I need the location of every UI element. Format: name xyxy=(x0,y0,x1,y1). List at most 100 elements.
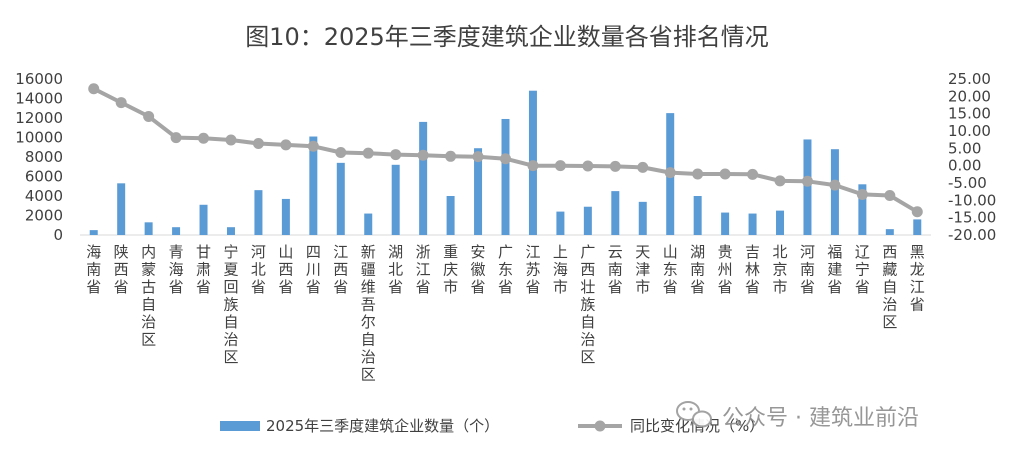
x-tick-label: 山西省 xyxy=(278,243,293,296)
line-point xyxy=(335,146,347,158)
line-point xyxy=(554,160,566,172)
bar xyxy=(885,229,894,235)
left-axis-tick-label: 14000 xyxy=(15,90,63,108)
x-tick-label: 新疆维吾尔自治区 xyxy=(361,243,376,384)
bar xyxy=(803,139,812,235)
line-point xyxy=(472,151,484,163)
bar xyxy=(144,222,153,235)
right-axis-tick-label: -20.00 xyxy=(948,226,996,244)
x-tick-label: 北京市 xyxy=(773,243,788,296)
left-axis-tick-label: 8000 xyxy=(25,148,63,166)
right-axis-tick-label: -15.00 xyxy=(948,209,996,227)
x-tick-label: 宁夏回族自治区 xyxy=(223,243,238,366)
left-axis-tick-label: 12000 xyxy=(15,109,63,127)
x-tick-label: 陕西省 xyxy=(114,243,129,296)
x-tick-label: 天津市 xyxy=(635,243,650,296)
x-tick-label: 广东省 xyxy=(498,243,513,296)
right-axis-tick-label: -5.00 xyxy=(948,174,987,192)
x-tick-label: 海南省 xyxy=(86,243,101,296)
x-tick-label: 西藏自治区 xyxy=(882,243,897,331)
line-point xyxy=(747,168,759,180)
line-point xyxy=(390,149,402,161)
bar xyxy=(858,184,867,235)
line-point xyxy=(582,160,594,172)
x-tick-label: 浙江省 xyxy=(416,243,431,296)
right-axis-tick-label: 0.00 xyxy=(948,157,981,175)
bar xyxy=(226,227,235,235)
bar xyxy=(172,227,181,235)
line-point xyxy=(801,175,813,187)
left-axis-tick-label: 2000 xyxy=(25,207,63,225)
line-series xyxy=(88,83,923,218)
chart-title: 图10：2025年三季度建筑企业数量各省排名情况 xyxy=(245,23,769,51)
x-tick-label: 山东省 xyxy=(663,243,678,296)
x-tick-label: 吉林省 xyxy=(745,243,760,296)
x-tick-label: 辽宁省 xyxy=(855,243,870,296)
line-point xyxy=(170,132,182,144)
bar xyxy=(611,191,620,235)
x-axis-labels: 海南省陕西省内蒙古自治区青海省甘肃省宁夏回族自治区河北省山西省四川省江西省新疆维… xyxy=(86,243,925,384)
right-axis-tick-label: -10.00 xyxy=(948,191,996,209)
x-tick-label: 河北省 xyxy=(251,243,266,296)
line-point xyxy=(198,132,210,144)
x-tick-label: 河南省 xyxy=(800,243,815,296)
line-point xyxy=(856,188,868,200)
line-point xyxy=(143,110,155,122)
right-axis: -20.00-15.00-10.00-5.000.005.0010.0015.0… xyxy=(948,70,996,244)
line-point xyxy=(774,175,786,187)
x-tick-label: 四川省 xyxy=(306,243,321,296)
bar xyxy=(419,121,428,235)
bar xyxy=(693,196,702,235)
left-axis-tick-label: 6000 xyxy=(25,168,63,186)
legend-bar-label: 2025年三季度建筑企业数量（个） xyxy=(266,417,499,435)
legend-bar-swatch xyxy=(220,421,260,431)
bar xyxy=(638,201,647,235)
line-point xyxy=(225,134,237,146)
line-point xyxy=(911,206,923,218)
x-tick-label: 安徽省 xyxy=(471,243,486,296)
x-tick-label: 内蒙古自治区 xyxy=(141,243,156,349)
bar xyxy=(117,183,126,235)
legend-line-marker xyxy=(594,420,606,432)
wechat-icon xyxy=(676,401,712,428)
line-point xyxy=(609,160,621,172)
x-tick-label: 江苏省 xyxy=(525,243,540,296)
line-point xyxy=(664,167,676,179)
right-axis-tick-label: 10.00 xyxy=(948,122,991,140)
bar xyxy=(336,162,345,235)
x-tick-label: 上海市 xyxy=(553,243,568,296)
bar xyxy=(309,136,318,235)
line-point xyxy=(719,168,731,180)
bar xyxy=(721,212,730,235)
x-tick-label: 福建省 xyxy=(827,243,842,296)
bar xyxy=(364,213,373,235)
bar xyxy=(748,213,757,235)
x-tick-label: 江西省 xyxy=(333,243,348,296)
right-axis-tick-label: 25.00 xyxy=(948,70,991,88)
bar xyxy=(199,204,208,235)
line-point xyxy=(307,140,319,152)
line-point xyxy=(445,150,457,162)
line-point xyxy=(115,97,127,109)
bar xyxy=(556,211,565,235)
watermark-text: 公众号 · 建筑业前沿 xyxy=(722,406,919,431)
line-point xyxy=(829,179,841,191)
line-point xyxy=(252,137,264,149)
x-tick-label: 湖北省 xyxy=(388,243,403,296)
bar xyxy=(474,148,483,235)
left-axis-tick-label: 4000 xyxy=(25,187,63,205)
left-axis-tick-label: 16000 xyxy=(15,70,63,88)
x-tick-label: 重庆市 xyxy=(443,243,458,296)
right-axis-tick-label: 20.00 xyxy=(948,87,991,105)
bar xyxy=(391,164,400,235)
bar xyxy=(776,210,785,235)
line-point xyxy=(280,139,292,151)
line-point xyxy=(884,189,896,201)
line-point xyxy=(637,161,649,173)
bar xyxy=(501,118,510,235)
bar xyxy=(254,190,263,235)
x-tick-label: 贵州省 xyxy=(718,243,733,296)
x-tick-label: 黑龙江省 xyxy=(910,243,925,314)
